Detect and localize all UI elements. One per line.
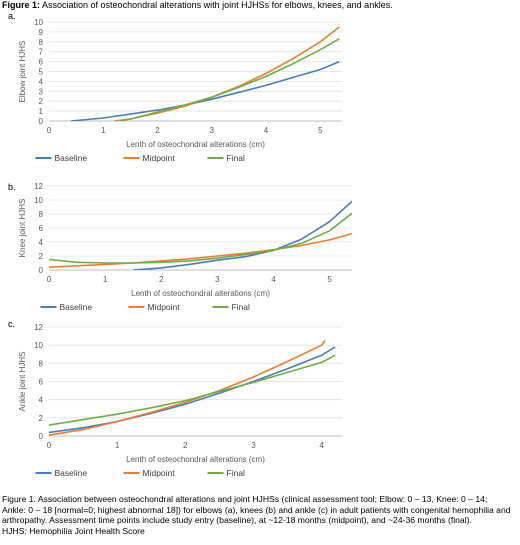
panel-label: b. (8, 182, 16, 192)
x-tick-label: 1 (103, 275, 108, 284)
y-tick-label: 0 (39, 266, 44, 275)
x-tick-label: 4 (271, 275, 276, 284)
x-tick-label: 3 (251, 441, 256, 450)
abbreviation-note: HJHS: Hemophilia Joint Health Score (2, 525, 145, 536)
y-tick-label: 8 (39, 359, 44, 368)
y-tick-label: 0 (39, 432, 44, 441)
y-tick-label: 3 (39, 87, 44, 96)
legend-label-baseline: Baseline (55, 153, 88, 163)
series-line-final (49, 212, 352, 264)
figure-caption-block: Figure 1. Association between osteochond… (2, 494, 512, 536)
y-tick-label: 9 (39, 28, 44, 37)
y-tick-label: 6 (39, 58, 44, 67)
y-tick-label: 12 (34, 323, 43, 332)
legend-label-final: Final (232, 302, 251, 312)
x-tick-label: 3 (210, 126, 215, 135)
y-tick-label: 12 (34, 182, 43, 191)
y-tick-label: 8 (39, 38, 44, 47)
y-tick-label: 6 (39, 224, 44, 233)
x-tick-label: 0 (47, 275, 52, 284)
y-tick-label: 0 (39, 117, 44, 126)
x-tick-label: 2 (155, 126, 160, 135)
x-tick-label: 5 (327, 275, 332, 284)
panel-label: c. (8, 319, 15, 329)
y-tick-label: 4 (39, 396, 44, 405)
panel-label: a. (8, 11, 16, 21)
x-axis-title: Lenth of osteochondral alterations (cm) (126, 455, 265, 464)
series-line-final (49, 354, 336, 426)
legend-label-baseline: Baseline (55, 468, 88, 478)
x-tick-label: 4 (319, 441, 324, 450)
x-tick-label: 0 (47, 441, 52, 450)
legend-label-final: Final (227, 468, 246, 478)
x-tick-label: 2 (183, 441, 188, 450)
y-axis-title: Ankle joint HJHS (18, 351, 27, 411)
x-tick-label: 1 (101, 126, 106, 135)
y-axis-title: Knee joint HJHS (18, 199, 27, 258)
x-tick-label: 0 (47, 126, 52, 135)
x-tick-label: 5 (318, 126, 323, 135)
figure-title: Figure 1: Association of osteochondral a… (2, 0, 393, 11)
figure-title-text: Association of osteochondral alterations… (40, 0, 393, 10)
series-line-baseline (70, 60, 340, 121)
series-line-midpoint (49, 232, 352, 268)
y-tick-label: 8 (39, 210, 44, 219)
legend-label-final: Final (227, 153, 246, 163)
y-tick-label: 4 (39, 77, 44, 86)
y-tick-label: 10 (34, 18, 43, 27)
legend-label-midpoint: Midpoint (143, 468, 176, 478)
figure-title-label: Figure 1: (2, 0, 41, 10)
y-tick-label: 10 (34, 196, 43, 205)
y-axis-title: Elbow joint HJHS (18, 41, 27, 103)
x-tick-label: 3 (215, 275, 220, 284)
series-line-baseline (49, 346, 336, 434)
y-tick-label: 7 (39, 48, 44, 57)
y-tick-label: 5 (39, 68, 44, 77)
legend: Baseline Midpoint Final (35, 153, 246, 163)
x-axis-title: Lenth of osteochondral alterations (cm) (126, 140, 265, 149)
y-tick-label: 10 (34, 341, 43, 350)
x-tick-label: 1 (115, 441, 120, 450)
legend: Baseline Midpoint Final (40, 302, 251, 312)
y-tick-label: 1 (39, 107, 44, 116)
x-axis-title: Lenth of osteochondral alterations (cm) (131, 289, 270, 298)
y-tick-label: 2 (39, 252, 44, 261)
figure-caption: Figure 1. Association between osteochond… (2, 494, 511, 526)
legend: Baseline Midpoint Final (35, 468, 246, 478)
y-tick-label: 2 (39, 97, 44, 106)
y-tick-label: 2 (39, 414, 44, 423)
series-line-baseline (133, 200, 352, 270)
series-line-midpoint (49, 340, 326, 436)
legend-label-midpoint: Midpoint (148, 302, 181, 312)
legend-label-midpoint: Midpoint (143, 153, 176, 163)
x-tick-label: 2 (159, 275, 164, 284)
y-tick-label: 4 (39, 238, 44, 247)
series-line-final (119, 38, 340, 121)
x-tick-label: 4 (264, 126, 269, 135)
legend-label-baseline: Baseline (60, 302, 93, 312)
y-tick-label: 6 (39, 378, 44, 387)
